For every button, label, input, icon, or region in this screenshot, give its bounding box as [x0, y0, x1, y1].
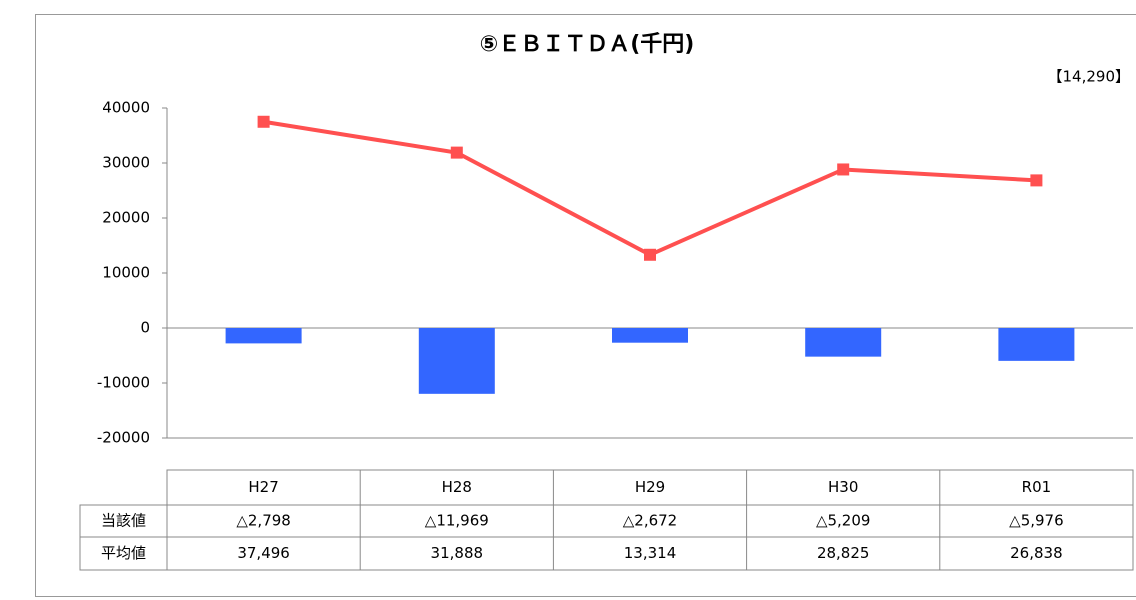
bar — [225, 328, 302, 344]
marker — [644, 248, 656, 261]
table-row — [79, 536, 1134, 571]
chart-title: ⑤ＥＢＩＴＤＡ(千円) — [480, 32, 695, 57]
y-tick-label: -20000 — [97, 429, 150, 447]
bar — [612, 328, 688, 343]
bar — [998, 328, 1075, 361]
x-tick-label: H29 — [635, 478, 665, 496]
y-tick-label: 40000 — [102, 99, 150, 117]
x-tick-label: H28 — [442, 478, 472, 496]
x-tick-label: H30 — [828, 478, 858, 496]
table-value: △5,209 — [816, 512, 870, 530]
table-value: △2,798 — [236, 512, 290, 530]
table-value: 28,825 — [817, 544, 870, 562]
table-value: 37,496 — [237, 544, 290, 562]
x-tick-label: R01 — [1022, 478, 1052, 496]
y-tick-label: 30000 — [102, 154, 150, 172]
table-value: △11,969 — [425, 512, 489, 530]
marker — [450, 146, 463, 159]
y-tick-label: -10000 — [97, 374, 150, 392]
y-tick-label: 0 — [140, 319, 150, 337]
legend-label: 当該値 — [101, 512, 146, 530]
chart-frame — [35, 14, 1136, 597]
marker — [1030, 174, 1043, 187]
table-value: 26,838 — [1010, 544, 1063, 562]
y-tick-label: 20000 — [102, 209, 150, 227]
table-value: △2,672 — [623, 512, 677, 530]
table-value: 31,888 — [431, 544, 484, 562]
annotation: 【14,290】 — [1048, 68, 1131, 86]
table-value: 13,314 — [624, 544, 677, 562]
bar — [805, 328, 882, 357]
marker — [257, 115, 270, 128]
bar — [418, 328, 495, 394]
table-value: △5,976 — [1009, 512, 1063, 530]
marker — [837, 163, 850, 176]
y-tick-label: 10000 — [102, 264, 150, 282]
x-tick-label: H27 — [248, 478, 278, 496]
legend-label: 平均値 — [101, 544, 146, 562]
